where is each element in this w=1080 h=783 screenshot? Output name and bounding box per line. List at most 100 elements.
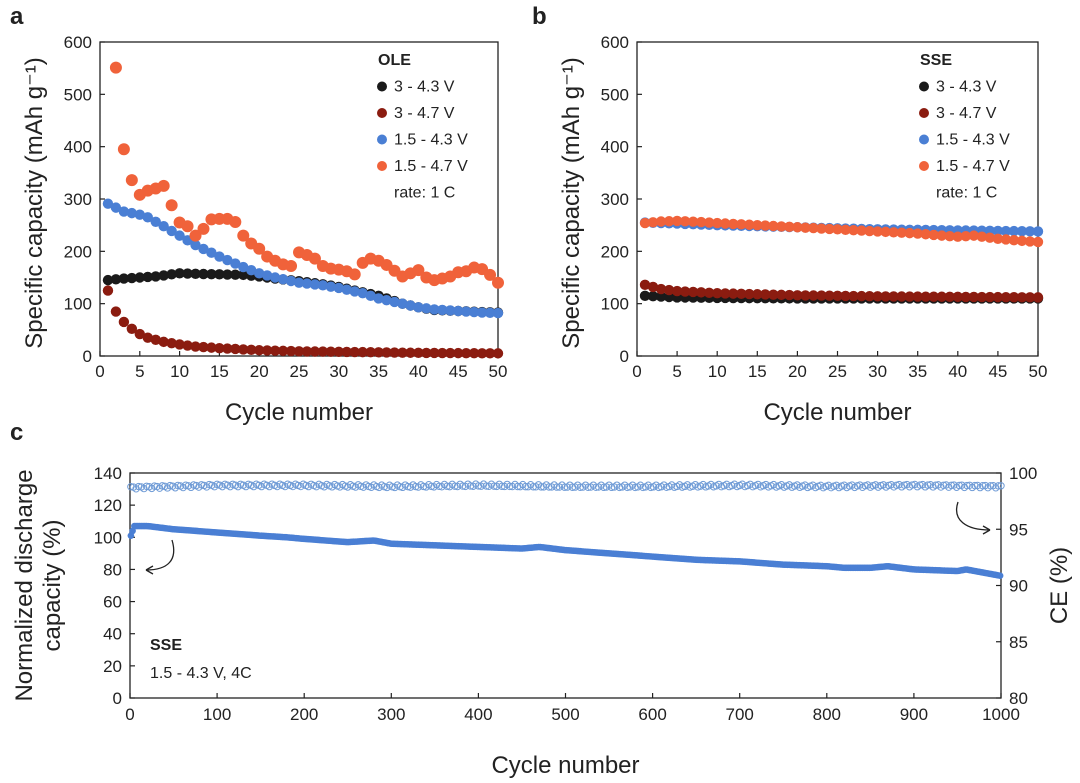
y-tick-label: 40: [103, 625, 122, 644]
data-point: [784, 289, 795, 301]
data-point: [301, 346, 313, 357]
data-point: [784, 221, 795, 233]
data-point: [166, 225, 177, 237]
data-point: [947, 481, 956, 490]
data-point: [102, 285, 114, 296]
data-point: [482, 482, 490, 490]
data-point: [381, 294, 392, 306]
legend-label: 3 - 4.3 V: [936, 79, 997, 96]
data-point: [230, 269, 241, 280]
data-point: [963, 481, 971, 490]
data-point: [214, 342, 225, 354]
y-tick-label: 600: [601, 33, 629, 52]
data-point: [816, 290, 827, 301]
data-point: [110, 274, 122, 285]
data-point: [158, 221, 169, 232]
x-tick-label: 35: [369, 362, 388, 381]
data-point: [476, 348, 488, 359]
legend-label: 1.5 - 4.3 V: [394, 132, 468, 149]
right-axis-arrow: [956, 501, 991, 531]
legend-marker: [919, 81, 929, 92]
data-point: [206, 247, 217, 258]
data-point: [1032, 226, 1044, 237]
data-point: [265, 482, 274, 491]
data-point: [928, 229, 939, 241]
x-tick-label: 10: [708, 362, 727, 381]
data-point: [687, 286, 699, 298]
data-point: [126, 272, 138, 284]
data-point: [301, 278, 313, 289]
data-point: [896, 291, 907, 302]
data-point: [142, 212, 153, 223]
data-point: [198, 243, 209, 255]
data-point: [349, 346, 360, 358]
data-point: [429, 347, 440, 359]
series-3-4-7-V: [102, 285, 504, 359]
data-point: [134, 209, 145, 220]
data-point: [856, 290, 867, 302]
data-point: [246, 264, 257, 276]
x-tick-label: 1000: [982, 705, 1020, 724]
data-point: [222, 254, 233, 266]
data-point: [1024, 226, 1036, 237]
data-point: [880, 291, 891, 302]
data-point: [744, 288, 755, 300]
data-point: [1008, 225, 1020, 237]
data-point: [158, 336, 169, 348]
data-point: [840, 224, 851, 235]
data-point: [427, 482, 436, 491]
data-point: [341, 284, 352, 295]
data-point: [695, 216, 707, 228]
data-point: [190, 239, 201, 251]
y-tick-label: 100: [94, 528, 122, 547]
data-point: [389, 347, 400, 358]
data-point: [1016, 292, 1028, 303]
data-point: [142, 271, 153, 283]
data-point: [242, 482, 250, 491]
data-point: [357, 346, 368, 358]
x-tick-label: 5: [135, 362, 144, 381]
data-point: [289, 482, 297, 491]
data-point: [639, 217, 651, 229]
data-point: [864, 225, 875, 237]
series-1-5-4-7-V: [639, 215, 1044, 248]
data-point: [476, 307, 488, 318]
data-point: [671, 285, 683, 297]
data-point: [920, 291, 931, 302]
x-tick-label: 900: [900, 705, 928, 724]
data-point: [437, 304, 448, 316]
data-point: [490, 482, 498, 490]
x-tick-label: 40: [948, 362, 967, 381]
data-point: [955, 481, 963, 490]
y-tick-label: 300: [64, 190, 92, 209]
data-point: [230, 258, 241, 269]
data-point: [994, 482, 1003, 490]
data-point: [325, 346, 337, 357]
data-point: [150, 216, 161, 227]
data-point: [110, 306, 122, 317]
data-point: [190, 268, 201, 280]
data-point: [317, 280, 329, 291]
data-point: [125, 174, 138, 187]
data-point: [453, 305, 464, 317]
data-point: [389, 296, 400, 308]
data-point: [769, 480, 778, 489]
y-axis-label-line1: Normalized discharge: [11, 469, 38, 701]
data-point: [293, 277, 305, 288]
data-point: [992, 291, 1004, 303]
data-point: [189, 229, 202, 242]
data-point: [1024, 236, 1036, 247]
data-point: [976, 231, 988, 242]
x-tick-label: 100: [203, 705, 231, 724]
plot-frame: [129, 472, 1002, 699]
y-tick-label: 300: [601, 190, 629, 209]
x-tick-label: 15: [210, 362, 229, 381]
data-point: [237, 229, 250, 242]
data-point: [655, 283, 667, 295]
data-point: [521, 482, 530, 491]
data-point: [102, 198, 114, 209]
data-point: [273, 482, 281, 491]
data-point: [269, 345, 281, 356]
data-point: [864, 291, 875, 302]
data-point: [703, 217, 715, 228]
